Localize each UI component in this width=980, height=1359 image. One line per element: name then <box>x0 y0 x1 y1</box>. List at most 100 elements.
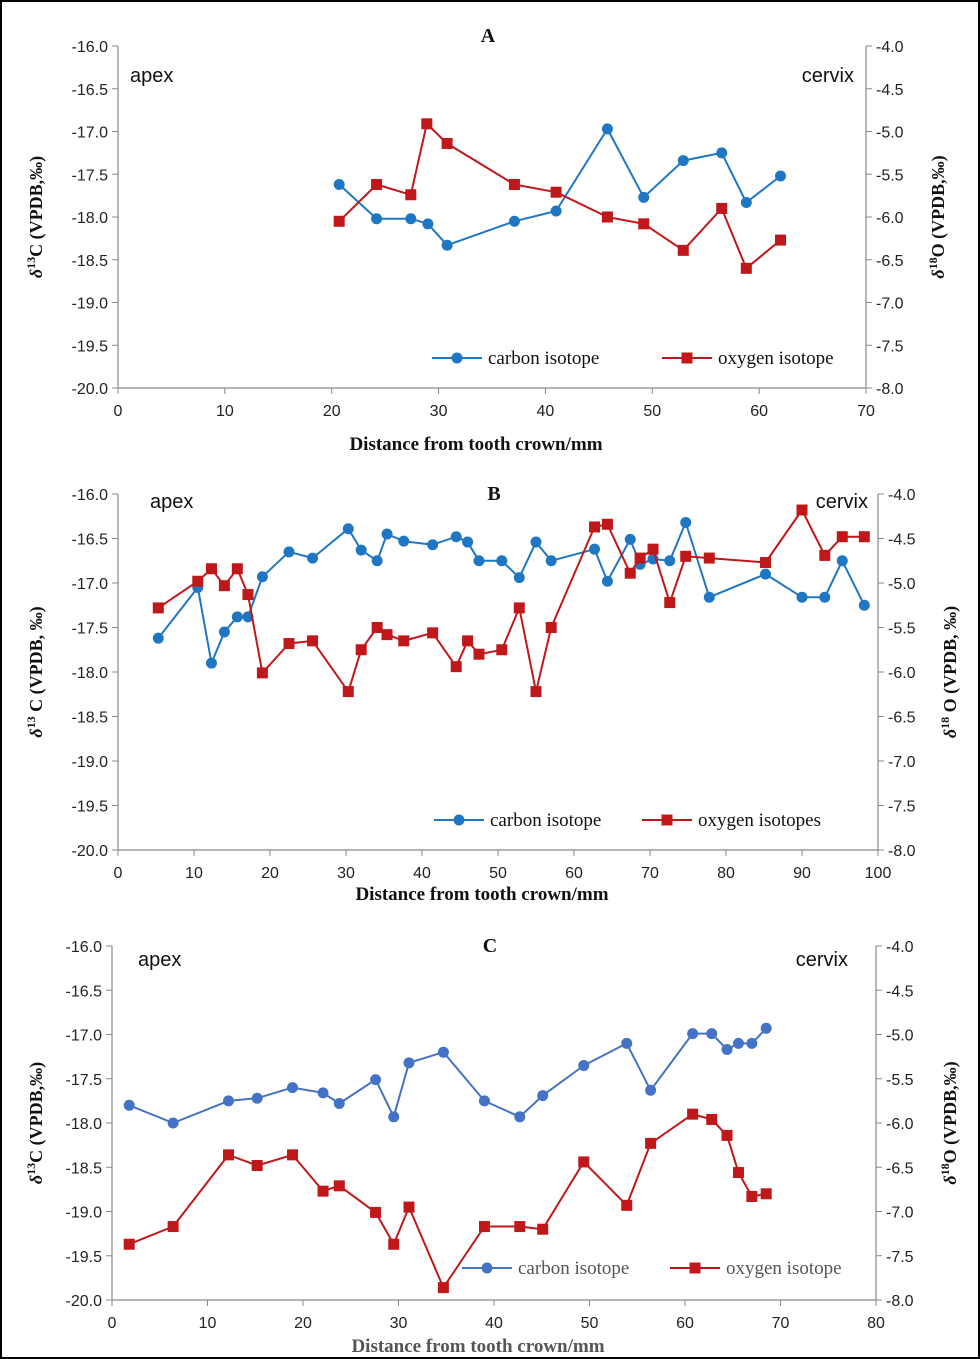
left-y-tick-label: -18.5 <box>72 710 109 727</box>
left-y-axis-label: δ13C (VPDB,‰) <box>24 156 47 278</box>
x-axis-label: Distance from tooth crown/mm <box>349 434 602 455</box>
data-point <box>405 213 417 225</box>
legend-marker <box>661 814 673 826</box>
cervix-label: cervix <box>816 491 868 513</box>
data-point <box>167 1221 179 1233</box>
data-point <box>218 626 230 638</box>
x-tick-label: 0 <box>108 1315 117 1332</box>
data-point <box>441 137 453 149</box>
data-point <box>721 1129 733 1141</box>
left-y-tick-label: -16.0 <box>72 487 109 504</box>
data-point <box>760 1188 772 1200</box>
right-y-axis-label: δ18O (VPDB,‰) <box>938 1061 961 1184</box>
x-tick-label: 50 <box>643 403 661 420</box>
right-y-tick-label: -6.5 <box>886 1160 914 1177</box>
chart-panel-a: -16.0 -16.5 -17.0 -17.5 -18.0 -18.5 -19.0 -19.5… <box>24 25 949 455</box>
series-carbon-isotope <box>152 516 870 669</box>
data-point <box>746 1190 758 1202</box>
data-point <box>371 213 383 225</box>
data-point <box>307 635 319 647</box>
left-y-tick-label: -16.0 <box>66 939 103 956</box>
legend-label: carbon isotope <box>490 810 601 831</box>
data-point <box>317 1185 329 1197</box>
left-y-tick-label: -19.5 <box>72 338 109 355</box>
data-point <box>405 189 417 201</box>
left-y-tick-label: -18.5 <box>72 253 109 270</box>
legend-label: carbon isotope <box>518 1258 629 1279</box>
data-point <box>664 555 676 567</box>
x-tick-label: 60 <box>565 865 583 882</box>
data-point <box>775 234 787 246</box>
right-y-tick-label: -4.0 <box>888 487 916 504</box>
data-point <box>858 531 870 543</box>
x-tick-label: 10 <box>216 403 234 420</box>
x-axis-label: Distance from tooth crown/mm <box>355 884 608 905</box>
data-point <box>333 1098 345 1110</box>
cervix-label: cervix <box>796 949 848 971</box>
data-point <box>251 1159 263 1171</box>
data-point <box>760 568 772 580</box>
right-y-tick-label: -5.5 <box>876 167 904 184</box>
data-point <box>760 1022 772 1034</box>
data-point <box>123 1099 135 1111</box>
data-point <box>836 555 848 567</box>
x-tick-label: 80 <box>717 865 735 882</box>
legend-label: oxygen isotope <box>726 1258 842 1279</box>
right-y-tick-label: -4.5 <box>876 82 904 99</box>
series-oxygen-isotope <box>123 1108 772 1294</box>
cervix-label: cervix <box>802 65 854 87</box>
data-point <box>307 552 319 564</box>
data-point <box>403 1201 415 1213</box>
data-point <box>508 215 520 227</box>
data-point <box>819 549 831 561</box>
data-point <box>286 1149 298 1161</box>
data-point <box>740 262 752 274</box>
chart-panel-c: -16.0 -16.5 -17.0 -17.5 -18.0 -18.5 -19.0 -19.5… <box>24 935 961 1357</box>
data-point <box>205 657 217 669</box>
left-y-tick-label: -20.0 <box>72 381 109 398</box>
data-point <box>152 632 164 644</box>
data-point <box>478 1221 490 1233</box>
legend-marker <box>451 352 463 364</box>
x-tick-label: 20 <box>261 865 279 882</box>
data-point <box>421 118 433 130</box>
data-point <box>223 1149 235 1161</box>
data-point <box>496 644 508 656</box>
data-point <box>388 1238 400 1250</box>
right-y-tick-label: -7.5 <box>886 1249 914 1266</box>
right-y-tick-label: -6.0 <box>876 210 904 227</box>
legend-marker <box>681 352 693 364</box>
right-y-tick-label: -5.5 <box>888 621 916 638</box>
data-point <box>205 563 217 575</box>
left-y-tick-label: -16.5 <box>72 82 109 99</box>
data-point <box>647 543 659 555</box>
data-point <box>496 555 508 567</box>
left-y-tick-label: -18.0 <box>72 210 109 227</box>
data-point <box>371 622 383 633</box>
data-point <box>370 1206 382 1218</box>
series-line <box>157 521 866 665</box>
x-tick-label: 60 <box>676 1315 694 1332</box>
right-y-tick-label: -5.0 <box>876 125 904 142</box>
data-point <box>545 622 557 633</box>
left-y-tick-label: -17.5 <box>66 1072 103 1089</box>
data-point <box>545 555 557 567</box>
chart-panel-b: -16.0 -16.5 -17.0 -17.5 -18.0 -18.5 -19.0 -19.5… <box>24 483 961 905</box>
series-line <box>128 1113 767 1289</box>
data-point <box>578 1059 590 1071</box>
right-y-tick-label: -7.5 <box>888 799 916 816</box>
data-point <box>578 1156 590 1168</box>
data-point <box>589 521 601 533</box>
data-point <box>537 1223 549 1235</box>
data-point <box>537 1090 549 1102</box>
data-point <box>152 602 164 614</box>
panel-title: A <box>481 25 496 47</box>
data-point <box>680 516 692 528</box>
data-point <box>381 629 393 641</box>
data-point <box>218 580 230 592</box>
left-y-tick-label: -16.5 <box>66 983 103 1000</box>
right-y-tick-label: -4.5 <box>888 532 916 549</box>
data-point <box>645 1084 657 1096</box>
right-y-tick-label: -7.0 <box>888 754 916 771</box>
